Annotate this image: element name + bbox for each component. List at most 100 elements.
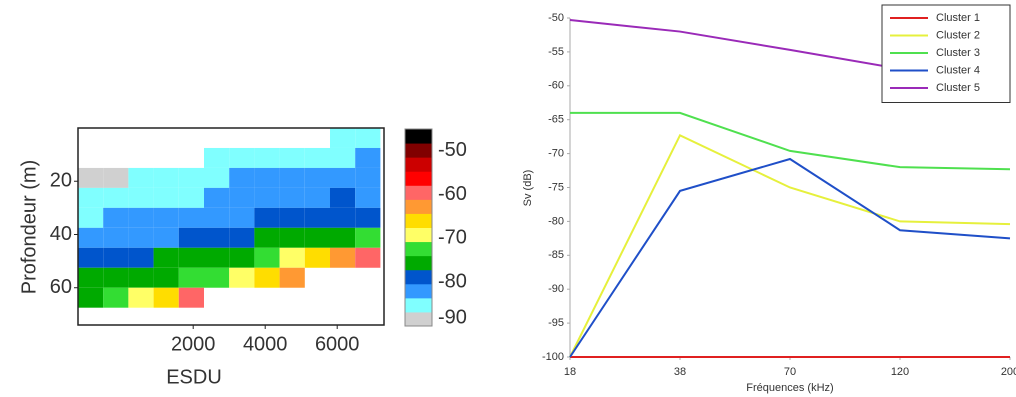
colorbar-tick-label: -90: [438, 306, 467, 328]
heatmap-cell: [204, 167, 230, 188]
heatmap-cell: [254, 267, 280, 288]
heatmap-cell: [178, 187, 204, 208]
x-tick-label: 6000: [315, 333, 360, 355]
y-tick-label: 60: [50, 276, 72, 298]
heatmap-cell: [279, 187, 305, 208]
heatmap-cell: [178, 247, 204, 268]
heatmap-cell: [355, 128, 381, 148]
heatmap-cell: [128, 227, 154, 248]
colorbar-band: [405, 213, 432, 228]
heatmap-cell: [330, 207, 356, 228]
series-line: [569, 157, 1011, 358]
heatmap-cell: [254, 207, 280, 228]
heatmap-cell: [128, 267, 154, 288]
heatmap-cell: [355, 207, 381, 228]
y-tick-label: 20: [50, 170, 72, 192]
y-tick-label: -75: [548, 181, 564, 193]
heatmap-cell: [78, 287, 104, 308]
heatmap-cell: [279, 207, 305, 228]
colorbar-band: [405, 199, 432, 214]
y-tick-label: -95: [548, 317, 564, 329]
y-tick-label: -55: [548, 46, 564, 58]
y-tick-label: -100: [542, 351, 564, 363]
heatmap-cell: [103, 247, 129, 268]
heatmap-cell: [153, 227, 179, 248]
heatmap-cell: [330, 187, 356, 208]
x-tick-label: 18: [564, 366, 576, 378]
heatmap-cell: [254, 187, 280, 208]
heatmap-cell: [355, 247, 381, 268]
heatmap-cell: [153, 167, 179, 188]
heatmap-cell: [330, 247, 356, 268]
plot-frame: [77, 127, 385, 326]
heatmap-cell: [254, 247, 280, 268]
x-tick-label: 200: [1001, 366, 1016, 378]
heatmap-cell: [103, 167, 129, 188]
heatmap-cell: [229, 267, 255, 288]
x-axis-label: Fréquences (kHz): [746, 382, 833, 394]
heatmap-cell: [204, 147, 230, 168]
colorbar-tick-label: -60: [438, 183, 467, 205]
y-tick-label: -70: [548, 148, 564, 160]
heatmap-cell: [279, 227, 305, 248]
y-tick-label: -60: [548, 80, 564, 92]
y-tick-label: -85: [548, 249, 564, 261]
heatmap-cell: [304, 147, 330, 168]
heatmap-cell: [204, 187, 230, 208]
heatmap-cell: [229, 147, 255, 168]
heatmap-cell: [153, 247, 179, 268]
heatmap-cell: [153, 287, 179, 308]
heatmap-cell: [153, 267, 179, 288]
x-tick-label: 2000: [171, 333, 216, 355]
x-tick-label: 38: [674, 366, 686, 378]
heatmap-cell: [204, 267, 230, 288]
colorbar-tick-label: -70: [438, 227, 467, 249]
heatmap-cell: [330, 128, 356, 148]
x-tick-label: 120: [891, 366, 909, 378]
heatmap-cell: [204, 247, 230, 268]
heatmap-cell: [103, 207, 129, 228]
heatmap-cell: [178, 267, 204, 288]
heatmap-cell: [304, 167, 330, 188]
heatmap-cell: [229, 227, 255, 248]
heatmap-cell: [78, 247, 104, 268]
heatmap-cell: [178, 167, 204, 188]
heatmap-cell: [330, 147, 356, 168]
legend-label: Cluster 3: [936, 47, 980, 59]
heatmap-cell: [304, 247, 330, 268]
heatmap-cell: [204, 207, 230, 228]
y-tick-label: -65: [548, 114, 564, 126]
colorbar-tick-label: -50: [438, 139, 467, 161]
series-line: [570, 111, 1011, 171]
heatmap-cell: [229, 207, 255, 228]
heatmap-cell: [78, 227, 104, 248]
colorbar-band: [405, 283, 432, 299]
heatmap-cell: [178, 287, 204, 308]
colorbar-band: [405, 129, 432, 144]
heatmap-cell: [279, 267, 305, 288]
heatmap-cell: [178, 207, 204, 228]
colorbar-tick-label: -80: [438, 271, 467, 293]
heatmap-cell: [355, 227, 381, 248]
heatmap-cell: [204, 227, 230, 248]
series-line: [569, 133, 1011, 358]
y-axis-label: Profondeur (m): [18, 160, 40, 295]
heatmap-cell: [304, 227, 330, 248]
y-tick-label: -90: [548, 283, 564, 295]
y-tick-label: -80: [548, 215, 564, 227]
heatmap-cell: [78, 267, 104, 288]
colorbar-band: [405, 143, 432, 158]
heatmap-cell: [304, 207, 330, 228]
x-axis-label: ESDU: [166, 366, 222, 388]
heatmap-cell: [78, 207, 104, 228]
heatmap-cell: [103, 187, 129, 208]
heatmap-cell: [229, 167, 255, 188]
colorbar-band: [405, 255, 432, 271]
heatmap-cell: [128, 167, 154, 188]
colorbar-frame: [404, 128, 433, 327]
heatmap-cell: [78, 167, 104, 188]
colorbar-band: [405, 171, 432, 186]
colorbar-band: [405, 185, 432, 200]
